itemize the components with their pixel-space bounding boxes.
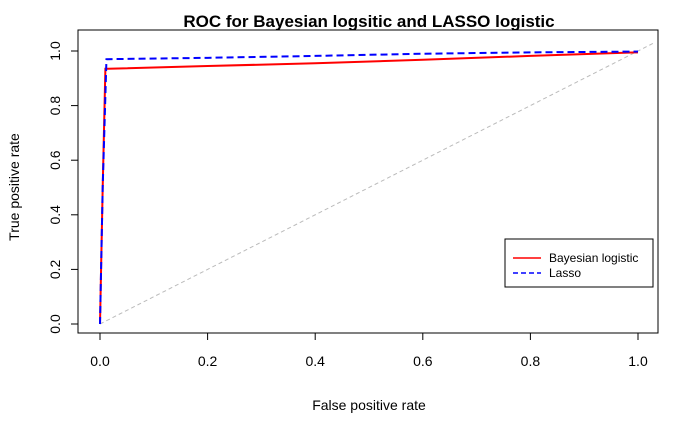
x-tick-label: 0.6 bbox=[413, 353, 433, 369]
x-tick-label: 0.4 bbox=[305, 353, 325, 369]
reference-line-layer bbox=[99, 42, 655, 325]
y-tick-label: 0.2 bbox=[47, 259, 63, 279]
legend-label: Bayesian logistic bbox=[549, 251, 638, 265]
plot-frame bbox=[77, 29, 659, 334]
series-line-lasso bbox=[99, 50, 639, 325]
legend-label: Lasso bbox=[549, 266, 581, 280]
diagonal-reference-line bbox=[99, 42, 655, 325]
x-tick-label: 0.2 bbox=[198, 353, 218, 369]
x-tick-label: 0.8 bbox=[521, 353, 541, 369]
x-tick-label: 0.0 bbox=[90, 353, 110, 369]
x-axis: 0.0 0.2 0.4 0.6 0.8 1.0 bbox=[90, 332, 648, 369]
y-tick-label: 1.0 bbox=[47, 41, 63, 61]
y-tick-label: 0.0 bbox=[47, 314, 63, 334]
chart-title: ROC for Bayesian logsitic and LASSO logi… bbox=[183, 12, 554, 31]
y-tick-label: 0.4 bbox=[47, 205, 63, 225]
y-tick-label: 0.8 bbox=[47, 96, 63, 116]
legend-box bbox=[504, 238, 654, 288]
y-axis: 0.0 0.2 0.4 0.6 0.8 1.0 bbox=[47, 41, 79, 334]
y-tick-label: 0.6 bbox=[47, 150, 63, 170]
x-axis-label: False positive rate bbox=[312, 397, 426, 413]
x-tick-label: 1.0 bbox=[628, 353, 648, 369]
series-layer bbox=[99, 50, 639, 325]
y-axis-label: True positive rate bbox=[6, 133, 22, 241]
